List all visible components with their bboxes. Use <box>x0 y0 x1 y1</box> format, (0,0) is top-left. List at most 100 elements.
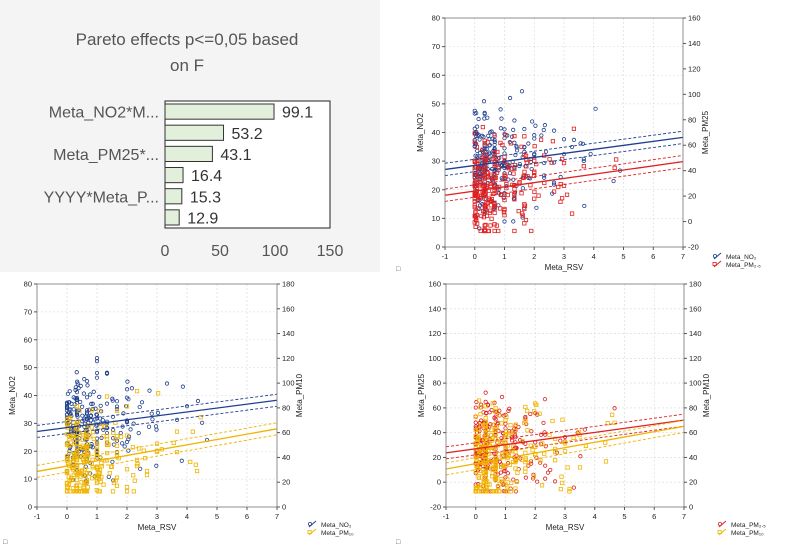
x-tick-label: 5 <box>215 512 219 521</box>
data-point <box>78 383 83 388</box>
data-point <box>541 127 546 133</box>
data-point <box>118 434 124 439</box>
data-point <box>481 193 486 198</box>
data-point <box>483 431 488 436</box>
x-tick-label: 100 <box>262 243 289 260</box>
data-point <box>484 213 490 218</box>
data-point <box>137 404 142 410</box>
x-tick-label: -1 <box>443 512 450 521</box>
data-point <box>64 458 70 463</box>
data-point <box>130 445 135 450</box>
data-point <box>512 197 517 202</box>
data-point <box>74 397 79 403</box>
y-tick-label-right: 80 <box>689 403 697 412</box>
confidence-line <box>445 431 685 476</box>
data-point <box>580 141 586 146</box>
data-point <box>99 460 104 466</box>
data-label: 53.2 <box>232 126 263 143</box>
data-point <box>525 428 530 433</box>
x-tick-label: 6 <box>652 512 656 521</box>
data-point <box>174 450 180 455</box>
y-tick-label-right: 0 <box>282 503 286 512</box>
data-point <box>523 416 528 421</box>
data-point <box>603 459 609 464</box>
y-tick-label-right: 180 <box>689 280 702 289</box>
data-point <box>477 173 482 179</box>
y-axis-label-right: Meta_PM25 <box>701 110 710 154</box>
data-point <box>480 133 485 139</box>
data-point <box>543 476 548 481</box>
bar <box>164 124 225 141</box>
data-point <box>511 219 516 224</box>
data-point <box>582 203 587 209</box>
pareto-svg: Pareto effects p<=0,05 based on F 99.1 Meta… <box>44 30 344 260</box>
data-point <box>476 116 481 122</box>
y-tick-label-left: 70 <box>24 307 32 316</box>
data-point <box>97 468 103 473</box>
data-point <box>94 412 99 417</box>
data-point <box>74 440 80 445</box>
data-point <box>480 124 485 130</box>
bar <box>164 167 184 184</box>
data-point <box>200 420 205 425</box>
data-point <box>104 433 110 438</box>
data-point <box>90 401 95 406</box>
y-axis-label-left: Meta_PM25 <box>417 373 426 417</box>
data-point <box>174 417 180 422</box>
x-axis-label: Meta_RSV <box>545 263 584 272</box>
data-point <box>475 221 480 226</box>
y-tick-label-left: 60 <box>433 403 441 412</box>
data-point <box>66 461 71 466</box>
y-tick-label-right: 160 <box>688 14 701 23</box>
data-point <box>110 459 115 464</box>
data-point <box>612 406 617 411</box>
x-tick-label: 150 <box>317 243 344 260</box>
legend-line <box>308 528 317 536</box>
data-point <box>571 435 576 440</box>
data-point <box>488 174 493 179</box>
data-point <box>473 178 478 183</box>
data-point <box>139 400 145 405</box>
data-point <box>504 181 509 187</box>
data-point <box>64 404 70 410</box>
data-point <box>488 183 493 189</box>
x-tick-label: 4 <box>593 512 597 521</box>
y-tick-label-left: 40 <box>24 391 32 400</box>
data-point <box>545 470 551 475</box>
y-tick-label-right: 160 <box>282 304 295 313</box>
data-point <box>84 417 90 422</box>
data-point <box>147 388 152 393</box>
data-point <box>495 149 500 155</box>
data-point <box>74 390 80 395</box>
data-point <box>508 141 514 146</box>
data-point <box>90 476 95 481</box>
data-point <box>484 170 490 175</box>
fit-line <box>445 419 685 454</box>
data-point <box>482 110 487 116</box>
y-tick-label-left: 120 <box>428 329 441 338</box>
legend-label: Meta_PM₂.₅ <box>731 522 766 529</box>
data-point <box>84 411 90 416</box>
data-point <box>104 401 110 406</box>
scatter-svg: -1 0 1 2 3 4 5 6 7 -20 0 20 40 60 80 100 120 140 160 0 20 40 6… <box>396 280 766 547</box>
data-point <box>478 412 483 417</box>
data-point <box>77 486 83 491</box>
data-point <box>560 417 565 422</box>
y-tick-label-left: 50 <box>432 99 440 108</box>
y-tick-label-right: 40 <box>689 453 697 462</box>
data-point <box>492 210 497 216</box>
y-tick-label-right: 20 <box>282 478 290 487</box>
data-point <box>481 437 487 442</box>
data-point <box>505 484 510 489</box>
data-point <box>483 489 488 494</box>
data-point <box>551 180 557 185</box>
data-point <box>78 399 83 405</box>
data-point <box>74 453 80 458</box>
data-point <box>551 128 557 133</box>
data-point <box>482 152 487 157</box>
data-point <box>76 489 82 494</box>
data-point <box>510 435 515 440</box>
data-point <box>485 482 490 487</box>
data-point <box>74 482 80 487</box>
data-point <box>492 409 497 414</box>
